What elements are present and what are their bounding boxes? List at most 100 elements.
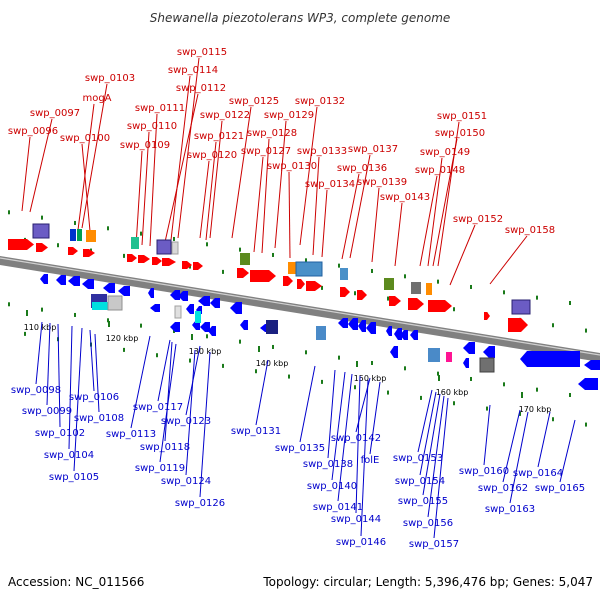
reverse-gene-arrow[interactable] — [578, 378, 598, 390]
reverse-gene-arrow[interactable] — [386, 326, 392, 336]
reverse-gene-label[interactable]: swp_0099 — [22, 406, 72, 417]
forward-gene-arrow[interactable] — [408, 298, 424, 310]
forward-gene-arrow[interactable] — [297, 279, 305, 289]
forward-gene-label[interactable]: swp_0127 — [241, 146, 291, 157]
reverse-gene-arrow[interactable] — [150, 304, 160, 312]
reverse-gene-arrow[interactable] — [68, 276, 80, 286]
reverse-gene-label[interactable]: swp_0155 — [398, 496, 448, 507]
reverse-gene-arrow[interactable] — [170, 290, 180, 300]
reverse-gene-label[interactable]: swp_0140 — [307, 481, 357, 492]
forward-gene-arrow[interactable] — [193, 262, 203, 270]
reverse-gene-label[interactable]: swp_0126 — [175, 498, 225, 509]
reverse-gene-label[interactable]: swp_0135 — [275, 443, 325, 454]
reverse-gene-arrow[interactable] — [186, 304, 194, 314]
reverse-gene-label[interactable]: swp_0123 — [161, 416, 211, 427]
forward-gene-label[interactable]: mogA — [82, 93, 111, 104]
forward-gene-label[interactable]: swp_0111 — [135, 103, 185, 114]
forward-gene-arrow[interactable] — [340, 287, 350, 297]
reverse-gene-arrow[interactable] — [170, 322, 180, 332]
forward-gene-label[interactable]: swp_0128 — [247, 128, 297, 139]
forward-gene-arrow[interactable] — [127, 254, 137, 262]
reverse-gene-arrow[interactable] — [208, 326, 216, 336]
forward-gene-label[interactable]: swp_0097 — [30, 108, 80, 119]
forward-gene-arrow[interactable] — [182, 261, 192, 269]
reverse-gene-arrow[interactable] — [338, 318, 348, 328]
forward-gene-label[interactable]: swp_0150 — [435, 128, 485, 139]
reverse-gene-label[interactable]: swp_0124 — [161, 476, 211, 487]
reverse-gene-label[interactable]: swp_0105 — [49, 472, 99, 483]
reverse-gene-arrow[interactable] — [348, 318, 358, 330]
forward-gene-label[interactable]: swp_0121 — [194, 131, 244, 142]
forward-gene-label[interactable]: swp_0136 — [337, 163, 387, 174]
reverse-gene-label[interactable]: swp_0104 — [44, 450, 94, 461]
forward-gene-label[interactable]: swp_0100 — [60, 133, 110, 144]
reverse-gene-arrow[interactable] — [394, 328, 402, 340]
forward-gene-label[interactable]: swp_0151 — [437, 111, 487, 122]
reverse-gene-arrow[interactable] — [483, 346, 495, 358]
forward-gene-label[interactable]: swp_0130 — [267, 161, 317, 172]
reverse-gene-arrow[interactable] — [366, 322, 376, 334]
reverse-gene-label[interactable]: swp_0146 — [336, 537, 386, 548]
forward-gene-arrow[interactable] — [306, 281, 322, 291]
reverse-gene-label[interactable]: swp_0108 — [74, 413, 124, 424]
reverse-gene-label[interactable]: swp_0156 — [403, 518, 453, 529]
reverse-gene-arrow[interactable] — [400, 330, 408, 340]
forward-gene-label[interactable]: swp_0134 — [305, 179, 355, 190]
forward-gene-arrow[interactable] — [250, 270, 276, 282]
reverse-gene-label[interactable]: swp_0164 — [513, 468, 563, 479]
reverse-gene-label[interactable]: swp_0165 — [535, 483, 585, 494]
reverse-gene-label[interactable]: swp_0117 — [133, 402, 183, 413]
forward-gene-label[interactable]: swp_0110 — [127, 121, 177, 132]
forward-gene-arrow[interactable] — [484, 312, 490, 320]
forward-gene-label[interactable]: swp_0114 — [168, 65, 218, 76]
forward-gene-label[interactable]: swp_0103 — [85, 73, 135, 84]
reverse-gene-arrow[interactable] — [118, 286, 130, 296]
reverse-gene-arrow[interactable] — [210, 298, 220, 308]
forward-gene-label[interactable]: swp_0158 — [505, 225, 555, 236]
reverse-gene-arrow[interactable] — [148, 288, 154, 298]
reverse-gene-label[interactable]: swp_0113 — [106, 429, 156, 440]
forward-gene-label[interactable]: swp_0096 — [8, 126, 58, 137]
reverse-gene-arrow[interactable] — [584, 360, 600, 370]
reverse-gene-label[interactable]: swp_0118 — [140, 442, 190, 453]
reverse-gene-label[interactable]: swp_0162 — [478, 483, 528, 494]
forward-gene-label[interactable]: swp_0129 — [264, 110, 314, 121]
reverse-gene-arrow[interactable] — [358, 320, 366, 332]
reverse-gene-label[interactable]: swp_0106 — [69, 392, 119, 403]
forward-gene-label[interactable]: swp_0132 — [295, 96, 345, 107]
forward-gene-label[interactable]: swp_0143 — [380, 192, 430, 203]
forward-gene-arrow[interactable] — [389, 296, 401, 306]
reverse-gene-label[interactable]: swp_0141 — [313, 502, 363, 513]
reverse-gene-label[interactable]: folE — [361, 455, 380, 466]
forward-gene-label[interactable]: swp_0112 — [176, 83, 226, 94]
forward-gene-label[interactable]: swp_0139 — [357, 177, 407, 188]
reverse-gene-label[interactable]: swp_0154 — [395, 476, 445, 487]
reverse-gene-label[interactable]: swp_0131 — [231, 426, 281, 437]
reverse-gene-label[interactable]: swp_0144 — [331, 514, 381, 525]
forward-gene-label[interactable]: swp_0125 — [229, 96, 279, 107]
reverse-gene-arrow[interactable] — [520, 351, 580, 367]
reverse-gene-arrow[interactable] — [198, 296, 210, 306]
forward-gene-label[interactable]: swp_0137 — [348, 144, 398, 155]
reverse-gene-arrow[interactable] — [82, 279, 94, 289]
forward-gene-arrow[interactable] — [162, 258, 176, 266]
forward-gene-label[interactable]: swp_0109 — [120, 140, 170, 151]
forward-gene-arrow[interactable] — [508, 318, 528, 332]
reverse-gene-label[interactable]: swp_0153 — [393, 453, 443, 464]
forward-gene-arrow[interactable] — [428, 300, 452, 312]
forward-gene-arrow[interactable] — [283, 276, 293, 286]
reverse-gene-arrow[interactable] — [178, 291, 188, 301]
reverse-gene-label[interactable]: swp_0102 — [35, 428, 85, 439]
forward-gene-arrow[interactable] — [68, 247, 78, 255]
reverse-gene-label[interactable]: swp_0098 — [11, 385, 61, 396]
reverse-gene-arrow[interactable] — [56, 275, 66, 285]
forward-gene-label[interactable]: swp_0148 — [415, 165, 465, 176]
reverse-gene-arrow[interactable] — [463, 342, 475, 354]
forward-gene-arrow[interactable] — [152, 257, 162, 265]
reverse-gene-arrow[interactable] — [463, 358, 469, 368]
reverse-gene-label[interactable]: swp_0160 — [459, 466, 509, 477]
forward-gene-arrow[interactable] — [83, 249, 95, 257]
forward-gene-label[interactable]: swp_0120 — [187, 150, 237, 161]
forward-gene-arrow[interactable] — [357, 290, 367, 300]
reverse-gene-label[interactable]: swp_0163 — [485, 504, 535, 515]
